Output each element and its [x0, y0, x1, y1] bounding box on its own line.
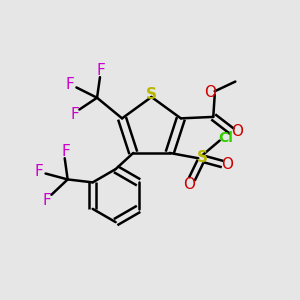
Text: O: O [204, 85, 216, 100]
Text: F: F [42, 193, 51, 208]
Text: Cl: Cl [218, 131, 233, 145]
Text: F: F [97, 63, 105, 78]
Text: S: S [146, 87, 157, 102]
Text: F: F [35, 164, 44, 179]
Text: O: O [183, 177, 195, 192]
Text: F: F [66, 77, 74, 92]
Text: F: F [61, 144, 70, 159]
Text: O: O [221, 157, 233, 172]
Text: F: F [70, 107, 79, 122]
Text: O: O [231, 124, 243, 139]
Text: S: S [196, 150, 208, 165]
